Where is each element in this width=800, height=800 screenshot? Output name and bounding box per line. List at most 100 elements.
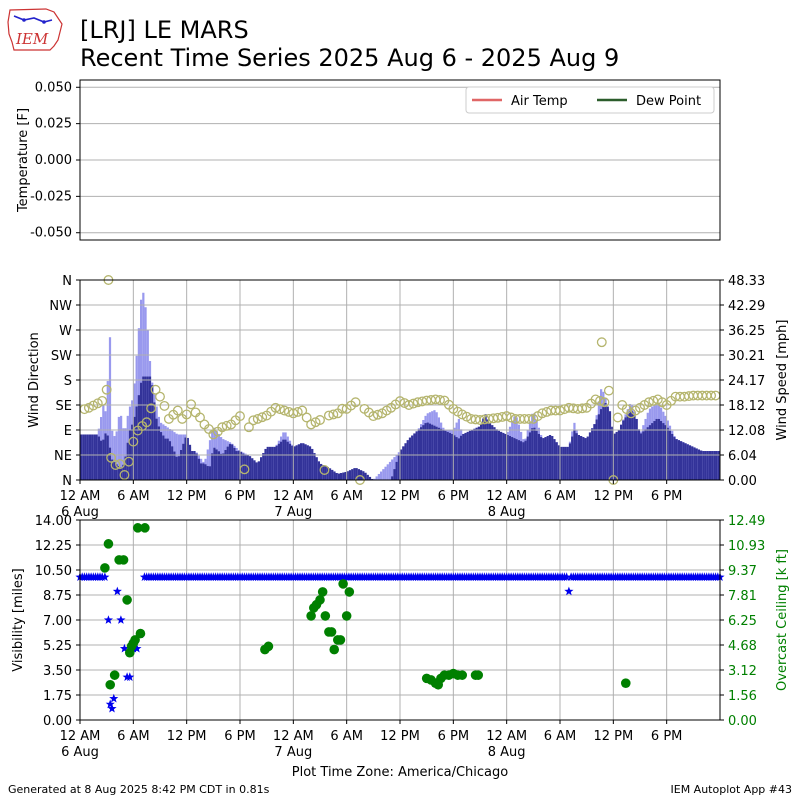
wind-gust-bar: [375, 476, 378, 480]
wind-speed-bar: [311, 448, 314, 480]
wind-direction-point: [110, 460, 121, 470]
wind-speed-bar: [457, 438, 460, 480]
chart-title: [LRJ] LE MARS: [80, 16, 249, 44]
wind-speed-bar: [477, 426, 480, 480]
wind-speed-bar: [697, 449, 700, 480]
ceiling-point: [315, 595, 325, 605]
wind-speed-bar: [600, 409, 603, 480]
wind-speed-bar: [226, 446, 229, 480]
wind-speed-bar: [186, 437, 189, 480]
visibility-point: [564, 586, 574, 596]
wind-direction-point: [323, 410, 334, 421]
wind-speed-bar: [197, 458, 200, 480]
wind-dir-tick-label: NW: [49, 299, 72, 314]
wind-speed-bar: [571, 436, 574, 480]
wind-speed-bar: [146, 376, 149, 480]
wind-speed-bar: [344, 471, 347, 480]
wind-speed-bar: [180, 449, 183, 480]
vis-xdate-label: 8 Aug: [488, 745, 526, 760]
wind-speed-bar: [606, 406, 609, 480]
ceiling-ytick-label: 4.68: [728, 639, 757, 654]
ceiling-point: [620, 678, 631, 688]
wind-direction-point: [315, 415, 325, 425]
ceiling-point: [457, 670, 468, 680]
wind-speed-bar: [597, 414, 600, 480]
wind-speed-bar: [88, 434, 92, 480]
wind-speed-bar: [557, 445, 560, 480]
wind-speed-bar: [391, 476, 394, 480]
wind-speed-bar: [482, 418, 485, 480]
wind-speed-bar: [233, 447, 236, 480]
wind-speed-bar: [286, 441, 289, 480]
wind-speed-bar: [297, 444, 300, 480]
wind-direction-point: [235, 411, 245, 422]
wind-speed-bar: [413, 433, 416, 480]
wind-direction-point: [523, 413, 534, 424]
wind-speed-bar: [586, 436, 589, 480]
wind-direction-point: [106, 452, 117, 463]
wind-dir-tick-label: S: [64, 374, 72, 389]
wind-direction-point: [123, 456, 134, 467]
ceiling-ytick-label: 9.37: [728, 564, 757, 579]
vis-xtick-label: 12 PM: [167, 729, 207, 744]
wind-speed-bar: [640, 433, 643, 480]
wind-speed-bar: [686, 444, 689, 480]
wind-speed-bar: [231, 444, 234, 480]
chart-subtitle: Recent Time Series 2025 Aug 6 - 2025 Aug…: [80, 44, 620, 72]
wind-speed-bar: [493, 427, 496, 480]
wind-speed-bar: [217, 451, 220, 480]
wind-speed-bar: [164, 438, 167, 480]
wind-speed-bar: [333, 471, 336, 480]
wind-speed-bar: [397, 454, 400, 480]
wind-speed-bar: [82, 434, 85, 480]
wind-speed-bar: [253, 460, 256, 480]
wind-speed-bar: [695, 448, 698, 480]
wind-speed-bar: [331, 469, 334, 480]
wind-direction-point: [612, 412, 623, 423]
ceiling-point: [317, 587, 328, 597]
wind-speed-bar: [691, 446, 694, 480]
wind-dir-tick-label: W: [59, 324, 72, 339]
wind-speed-bar: [100, 440, 103, 480]
wind-speed-bar: [608, 411, 612, 480]
wind-speed-bar: [702, 451, 705, 480]
wind-speed-bar: [660, 421, 663, 480]
wind-dir-tick-label: NE: [54, 449, 72, 464]
wind-speed-bar: [115, 464, 118, 480]
wind-speed-bar: [713, 451, 716, 480]
wind-speed-bar: [504, 433, 507, 480]
wind-speed-bar: [162, 435, 165, 480]
wind-speed-bar: [455, 437, 458, 480]
ceiling-ytick-label: 0.00: [728, 714, 757, 729]
wind-speed-bar: [400, 449, 403, 480]
wind-speed-bar: [351, 469, 354, 480]
wind-speed-bar: [117, 466, 120, 480]
wind-speed-bar: [368, 476, 372, 480]
wind-speed-bar: [715, 451, 718, 480]
ceiling-point: [341, 611, 352, 621]
wind-speed-bar: [528, 432, 532, 480]
wind-speed-bar: [235, 451, 238, 480]
wind-xtick-label: 6 AM: [117, 489, 150, 504]
visibility-point: [109, 693, 119, 703]
wind-speed-bar: [202, 463, 205, 480]
wind-direction-point: [501, 411, 512, 422]
ceiling-point: [338, 579, 348, 589]
wind-speed-bar: [155, 418, 158, 480]
wind-speed-bar: [95, 434, 98, 480]
wind-speed-bar: [717, 451, 720, 480]
wind-speed-bar: [251, 458, 254, 480]
wind-speed-bar: [446, 431, 449, 480]
wind-speed-bar: [342, 472, 345, 480]
wind-speed-bar: [153, 402, 156, 480]
wind-speed-bar: [184, 437, 187, 480]
wind-speed-bar: [635, 418, 638, 480]
visibility-point: [103, 615, 113, 624]
wind-speed-bar: [126, 442, 129, 480]
wind-speed-bar: [613, 433, 616, 480]
wind-speed-bar: [553, 439, 556, 480]
wind-gust-bar: [113, 436, 116, 480]
wind-speed-bar: [135, 406, 138, 480]
wind-speed-bar: [631, 411, 634, 480]
wind-speed-bar: [175, 456, 178, 480]
